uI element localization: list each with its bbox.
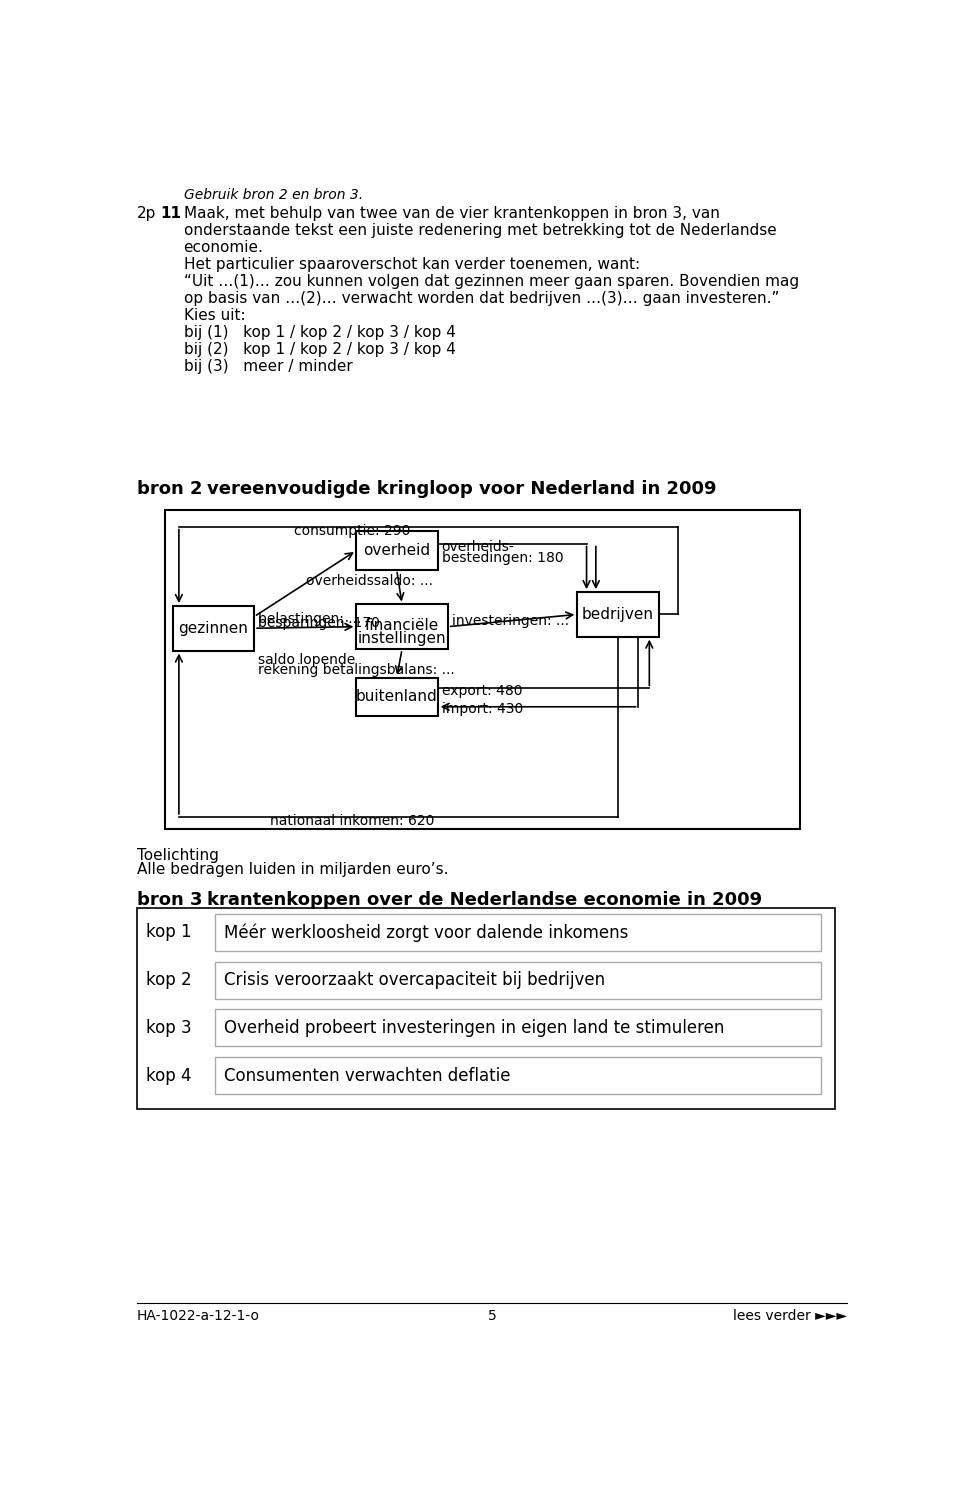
Bar — [137, 908, 834, 1110]
Text: buitenland: buitenland — [356, 689, 438, 704]
Text: financiële: financiële — [365, 618, 440, 634]
Text: Maak, met behulp van twee van de vier krantenkoppen in bron 3, van: Maak, met behulp van twee van de vier kr… — [183, 207, 719, 222]
Text: op basis van …(2)… verwacht worden dat bedrijven …(3)… gaan investeren.”: op basis van …(2)… verwacht worden dat b… — [183, 292, 779, 307]
Text: Crisis veroorzaakt overcapaciteit bij bedrijven: Crisis veroorzaakt overcapaciteit bij be… — [224, 972, 605, 990]
Text: bij (1)   kop 1 / kop 2 / kop 3 / kop 4: bij (1) kop 1 / kop 2 / kop 3 / kop 4 — [183, 324, 455, 339]
Text: vereenvoudigde kringloop voor Nederland in 2009: vereenvoudigde kringloop voor Nederland … — [206, 481, 716, 498]
Text: overheids-: overheids- — [442, 540, 515, 555]
Bar — [214, 914, 821, 951]
Text: nationaal inkomen: 620: nationaal inkomen: 620 — [271, 814, 435, 827]
Text: export: 480: export: 480 — [442, 683, 522, 698]
Text: saldo lopende: saldo lopende — [258, 653, 355, 667]
Bar — [577, 592, 659, 637]
Text: 2p: 2p — [137, 207, 156, 222]
Bar — [214, 961, 821, 998]
Text: kop 3: kop 3 — [146, 1019, 192, 1037]
Text: HA-1022-a-12-1-o: HA-1022-a-12-1-o — [137, 1309, 260, 1323]
Text: economie.: economie. — [183, 240, 263, 254]
Text: kop 1: kop 1 — [146, 924, 192, 942]
Text: krantenkoppen over de Nederlandse economie in 2009: krantenkoppen over de Nederlandse econom… — [206, 891, 762, 909]
Bar — [165, 510, 801, 829]
Text: bedrijven: bedrijven — [582, 607, 654, 622]
Text: bron 2: bron 2 — [137, 481, 203, 498]
Text: Méér werkloosheid zorgt voor dalende inkomens: Méér werkloosheid zorgt voor dalende ink… — [224, 923, 628, 942]
Text: belastingen: ...: belastingen: ... — [258, 612, 361, 626]
Text: overheid: overheid — [363, 543, 430, 558]
Text: bij (2)   kop 1 / kop 2 / kop 3 / kop 4: bij (2) kop 1 / kop 2 / kop 3 / kop 4 — [183, 342, 455, 357]
Text: bestedingen: 180: bestedingen: 180 — [442, 551, 564, 565]
Text: “Uit …(1)… zou kunnen volgen dat gezinnen meer gaan sparen. Bovendien mag: “Uit …(1)… zou kunnen volgen dat gezinne… — [183, 274, 799, 289]
Text: instellingen: instellingen — [358, 631, 446, 646]
Text: investeringen: ...: investeringen: ... — [452, 615, 569, 628]
Text: import: 430: import: 430 — [442, 702, 523, 716]
Text: rekening betalingsbalans: ...: rekening betalingsbalans: ... — [258, 662, 455, 677]
Bar — [214, 1056, 821, 1094]
Text: Het particulier spaaroverschot kan verder toenemen, want:: Het particulier spaaroverschot kan verde… — [183, 257, 639, 272]
Text: kop 2: kop 2 — [146, 972, 192, 990]
Text: Kies uit:: Kies uit: — [183, 308, 245, 323]
Bar — [356, 531, 438, 570]
Text: Gebruik bron 2 en bron 3.: Gebruik bron 2 en bron 3. — [183, 187, 363, 202]
Bar — [173, 606, 254, 650]
Text: kop 4: kop 4 — [146, 1067, 192, 1085]
Bar — [214, 1009, 821, 1046]
Bar — [356, 604, 447, 649]
Text: 5: 5 — [488, 1309, 496, 1323]
Text: Overheid probeert investeringen in eigen land te stimuleren: Overheid probeert investeringen in eigen… — [224, 1019, 724, 1037]
Text: 11: 11 — [160, 207, 181, 222]
Text: lees verder ►►►: lees verder ►►► — [732, 1309, 847, 1323]
Text: Alle bedragen luiden in miljarden euro’s.: Alle bedragen luiden in miljarden euro’s… — [137, 863, 448, 878]
Text: consumptie: 290: consumptie: 290 — [295, 524, 411, 537]
Text: bron 3: bron 3 — [137, 891, 203, 909]
Text: bij (3)   meer / minder: bij (3) meer / minder — [183, 359, 352, 373]
Text: onderstaande tekst een juiste redenering met betrekking tot de Nederlandse: onderstaande tekst een juiste redenering… — [183, 223, 777, 238]
Text: Consumenten verwachten deflatie: Consumenten verwachten deflatie — [224, 1067, 511, 1085]
Text: Toelichting: Toelichting — [137, 848, 219, 863]
Bar — [356, 677, 438, 716]
Text: besparingen: 170: besparingen: 170 — [258, 616, 380, 629]
Text: gezinnen: gezinnen — [178, 620, 248, 635]
Text: overheidssaldo: ...: overheidssaldo: ... — [306, 573, 433, 588]
